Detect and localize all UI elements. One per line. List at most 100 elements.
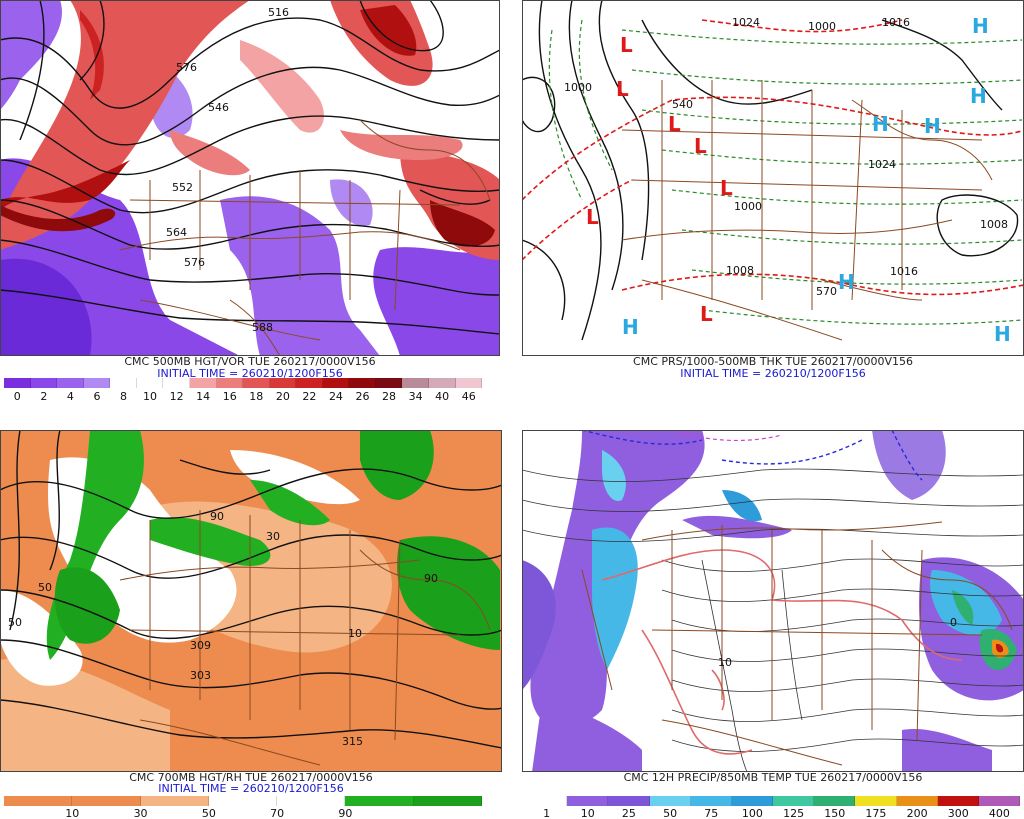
colorbar-tick-label: 1 [543,807,551,819]
map-precip-850mb-temp: 10 0 [522,430,1024,772]
low-pressure-symbol: L [694,134,707,158]
high-pressure-symbol: H [972,14,989,38]
colorbar-swatch [216,378,244,388]
colorbar-tick-label: 90 [338,807,353,819]
contour-label: 50 [8,616,22,629]
high-pressure-symbol: H [924,114,941,138]
colorbar-swatch [855,796,897,806]
contour-labels-500mb: 576 546 552 564 576 588 516 [166,6,289,334]
colorbar-tick-label: 400 [988,807,1010,819]
colorbar-swatch [608,796,650,806]
colorbar-swatch [57,378,84,388]
colorbar-swatch [413,796,482,806]
high-pressure-symbol: H [838,270,855,294]
contour-label: 1024 [868,158,896,171]
colorbar-tick-label: 300 [947,807,969,819]
colorbar-tick-label: 34 [408,390,423,400]
colorbar-tick-label: 18 [249,390,264,400]
colorbar-tick-label: 40 [435,390,450,400]
colorbar-swatch [896,796,938,806]
colorbar-tick-label: 24 [328,390,343,400]
low-pressure-symbol: L [586,205,599,229]
colorbar-swatch [4,378,31,388]
contour-label: 90 [210,510,224,523]
colorbar-ticks-humidity: 10 30 50 70 90 [4,807,482,819]
colorbar-swatch [72,796,141,806]
contour-label: 1024 [732,16,760,29]
colorbar-swatch [110,378,137,388]
colorbar-swatch [731,796,774,806]
colorbar-swatch [163,378,190,388]
colorbar-swatch [322,378,350,388]
contour-label: 564 [166,226,187,239]
colorbar-tick-label: 200 [906,807,928,819]
colorbar-tick-label: 16 [222,390,237,400]
contour-label: 1016 [882,16,910,29]
high-pressure-symbol: H [994,322,1011,346]
contour-label: 552 [172,181,193,194]
colorbar-tick-label: 70 [270,807,285,819]
panel-500mb-vorticity: 576 546 552 564 576 588 516 CMC 500MB HG… [0,0,500,400]
colorbar-swatch [814,796,856,806]
high-pressure-symbol: H [622,315,639,339]
colorbar-tick-label: 175 [865,807,887,819]
colorbar-tick-label: 12 [169,390,184,400]
colorbar-swatch [4,796,73,806]
colorbar-swatch [345,796,414,806]
colorbar-tick-label: 50 [663,807,678,819]
colorbar-humidity [4,796,482,806]
initial-time: INITIAL TIME = 260210/1200F156 [680,367,866,380]
contour-label: 0 [950,616,957,629]
colorbar-swatch [83,378,111,388]
high-pressure-symbols: H H H H H H H [622,14,1011,346]
colorbar-swatch [773,796,815,806]
contour-label: 90 [424,572,438,585]
colorbar-swatch [937,796,979,806]
colorbar-swatch [269,378,297,388]
contour-label: 588 [252,321,273,334]
colorbar-tick-label: 10 [580,807,595,819]
low-pressure-symbol: L [720,176,733,200]
initial-time: INITIAL TIME = 260210/1200F156 [157,367,343,380]
high-pressure-symbol: H [970,84,987,108]
colorbar-tick-label: 28 [382,390,397,400]
colorbar-swatch [402,378,429,388]
contour-label: 546 [208,101,229,114]
low-pressure-symbol: L [700,302,713,326]
colorbar-swatch [526,796,568,806]
contour-label: 540 [672,98,693,111]
low-pressure-symbol: L [668,112,681,136]
colorbar-swatch [455,378,483,388]
map-700mb-humidity: 309 303 315 50 90 10 90 50 30 [0,430,502,772]
colorbar-tick-label: 0 [13,390,21,400]
initial-time: INITIAL TIME = 260210/1200F156 [158,782,344,795]
colorbar-tick-label: 14 [196,390,211,400]
colorbar-tick-label: 75 [704,807,719,819]
colorbar-ticks-vorticity: 0 2 4 6 8 10 12 14 16 18 20 22 24 26 28 34 40 46 [4,390,482,400]
colorbar-tick-label: 4 [66,390,74,400]
contour-label: 1000 [734,200,762,213]
contour-label: 10 [718,656,732,669]
colorbar-tick-label: 22 [302,390,317,400]
colorbar-swatch [189,378,217,388]
colorbar-tick-label: 10 [65,807,80,819]
colorbar-swatch [375,378,403,388]
contour-label: 516 [268,6,289,19]
colorbar-tick-label: 8 [120,390,127,400]
panel-pressure-thickness: L L L L L L L H H H H H H H 1024 1016 10… [522,0,1024,400]
panel-700mb-humidity: 309 303 315 50 90 10 90 50 30 CMC 700MB … [0,430,502,819]
colorbar-tick-label: 26 [355,390,370,400]
colorbar-tick-label: 46 [461,390,476,400]
colorbar-swatch [690,796,732,806]
colorbar-swatch [30,378,58,388]
contour-label: 50 [38,581,52,594]
contour-label: 309 [190,639,211,652]
colorbar-swatch [140,796,209,806]
contour-labels-pressure: 1024 1016 1000 1024 1000 1008 1016 1008 … [564,16,1008,298]
high-pressure-symbol: H [872,112,889,136]
colorbar-swatch [208,796,278,806]
colorbar-swatch [277,796,346,806]
colorbar-tick-label: 100 [741,807,763,819]
low-pressure-symbols: L L L L L L L [586,33,733,326]
colorbar-tick-label: 30 [133,807,148,819]
